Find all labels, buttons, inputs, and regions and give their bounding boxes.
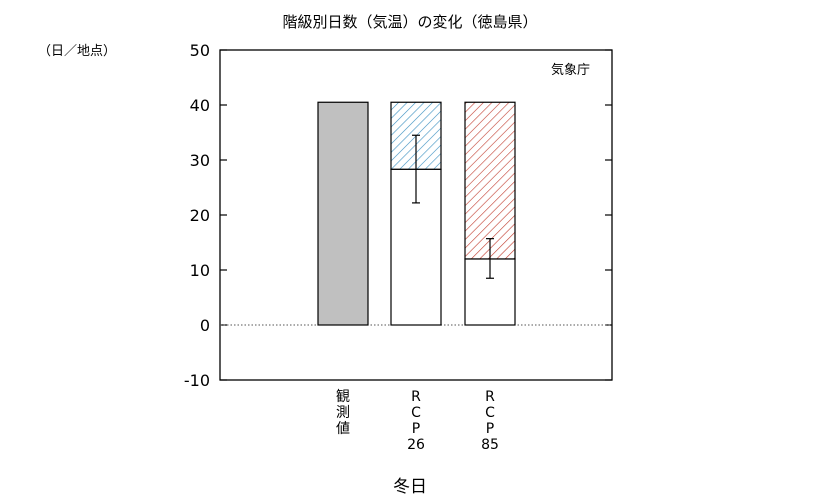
- y-tick-label: 10: [190, 261, 210, 280]
- chart-title: 階級別日数（気温）の変化（徳島県）: [282, 13, 537, 31]
- x-tick-label: P: [412, 421, 420, 437]
- x-tick-label: R: [411, 389, 421, 405]
- x-tick-label: 26: [407, 437, 425, 453]
- x-tick-label: 観: [336, 388, 350, 405]
- x-tick-label: 85: [481, 437, 499, 453]
- error-bar: [486, 238, 494, 279]
- y-unit-label: （日／地点）: [38, 44, 116, 59]
- bar-observed: [317, 101, 369, 326]
- x-axis-label: 冬日: [393, 477, 427, 497]
- y-tick-label: 40: [190, 96, 210, 115]
- error-bar: [412, 134, 420, 204]
- x-tick-label: C: [485, 405, 495, 421]
- source-label: 気象庁: [551, 62, 590, 78]
- bar-change-hatched-red: [464, 101, 516, 260]
- y-axis: -10 0 10 20 30 40 50: [184, 41, 612, 390]
- x-tick-label: 測: [336, 405, 350, 421]
- bars: [317, 101, 516, 326]
- x-tick-label: C: [411, 405, 421, 421]
- y-tick-label: -10: [184, 371, 210, 390]
- x-tick-label: 値: [336, 421, 350, 437]
- y-tick-label: 20: [190, 206, 210, 225]
- x-tick-label: P: [486, 421, 494, 437]
- y-tick-label: 50: [190, 41, 210, 60]
- y-tick-label: 0: [200, 316, 210, 335]
- x-tick-label: R: [485, 389, 495, 405]
- y-tick-label: 30: [190, 151, 210, 170]
